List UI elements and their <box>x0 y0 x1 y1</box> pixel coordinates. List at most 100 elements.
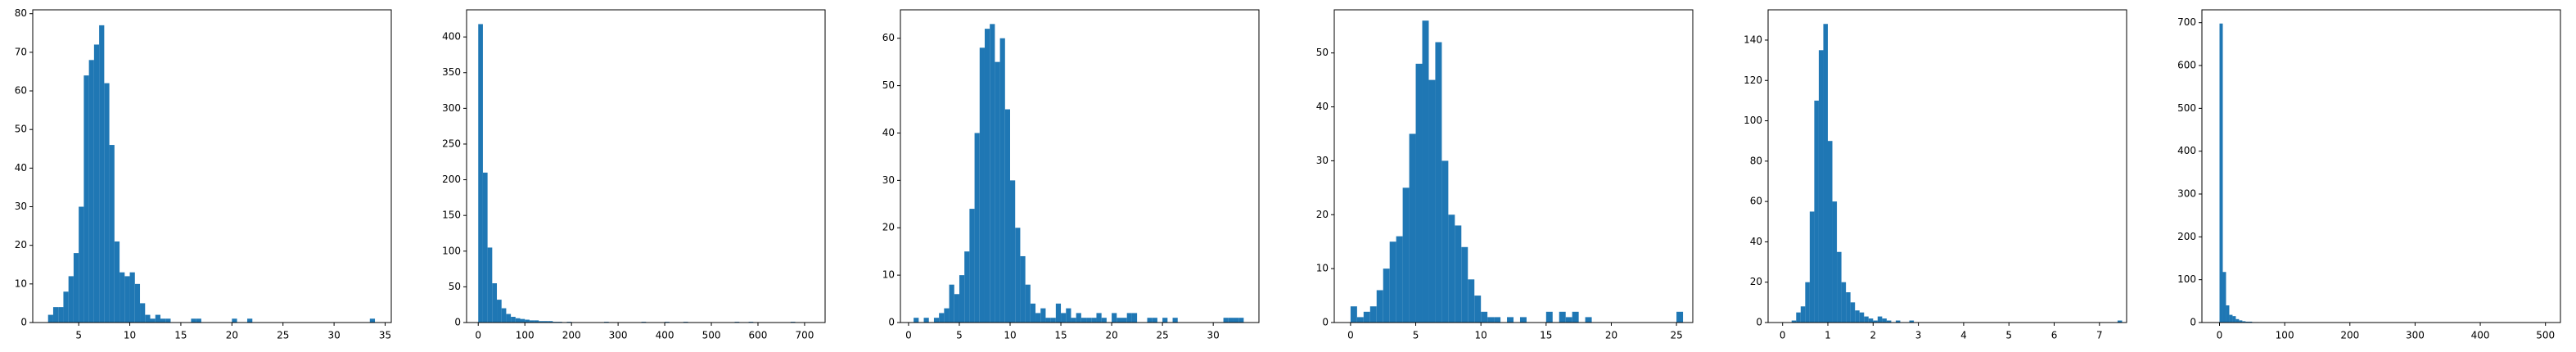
x-tick-label: 15 <box>1054 330 1067 341</box>
bar <box>534 320 539 323</box>
bar <box>501 308 507 323</box>
x-tick-label: 0 <box>905 330 912 341</box>
y-tick-label: 10 <box>1316 263 1329 274</box>
x-tick-label: 5 <box>2005 330 2012 341</box>
x-tick-label: 7 <box>2096 330 2103 341</box>
y-tick-label: 0 <box>888 317 895 328</box>
bar <box>68 276 74 323</box>
y-tick-label: 30 <box>15 201 27 212</box>
bar <box>1823 24 1828 323</box>
y-tick-label: 0 <box>1322 317 1329 328</box>
y-tick-label: 60 <box>1750 196 1762 207</box>
bar <box>2235 318 2240 323</box>
bar <box>1040 308 1046 323</box>
y-tick-label: 0 <box>20 317 27 328</box>
axes-frame <box>1333 9 1694 323</box>
axes-frame <box>2201 9 2561 323</box>
y-tick-label: 300 <box>2177 188 2196 200</box>
bar <box>1369 306 1377 323</box>
bar <box>1800 306 1806 323</box>
y-tick-label: 120 <box>1744 74 1762 86</box>
bar <box>1855 310 1860 323</box>
x-tick-label: 6 <box>2051 330 2058 341</box>
bar <box>1121 318 1127 323</box>
bar <box>2117 320 2123 323</box>
x-tick-label: 500 <box>702 330 721 341</box>
y-tick-label: 140 <box>1744 34 1762 45</box>
bar <box>1519 317 1527 323</box>
bar <box>959 275 965 323</box>
bar <box>1494 317 1501 323</box>
bar <box>1030 303 1036 323</box>
bar <box>539 321 544 323</box>
bar <box>2245 321 2249 323</box>
bar <box>1877 316 1883 323</box>
y-tick-label: 700 <box>2177 16 2196 28</box>
bar <box>1055 303 1062 323</box>
bar <box>525 319 530 323</box>
bar <box>990 24 995 323</box>
bar <box>73 253 79 323</box>
bar <box>1096 313 1102 323</box>
y-tick-label: 500 <box>2177 102 2196 114</box>
x-tick-label: 30 <box>1207 330 1220 341</box>
bar <box>1791 320 1797 323</box>
bar <box>2229 314 2233 323</box>
x-tick-label: 0 <box>475 330 481 341</box>
bar <box>515 318 521 323</box>
x-tick-label: 400 <box>656 330 674 341</box>
bar <box>1015 228 1021 323</box>
x-tick-label: 500 <box>2536 330 2555 341</box>
bar <box>79 206 84 323</box>
bar <box>2239 320 2243 323</box>
y-tick-label: 30 <box>882 174 895 186</box>
bar <box>969 209 975 323</box>
bar <box>1086 318 1092 323</box>
bar <box>933 318 940 323</box>
bar <box>1435 42 1442 323</box>
x-tick-label: 30 <box>327 330 340 341</box>
y-tick-label: 200 <box>442 174 461 185</box>
x-tick-label: 25 <box>1670 330 1682 341</box>
bar <box>914 318 919 323</box>
bar <box>155 314 160 323</box>
bar <box>1886 320 1892 323</box>
bar <box>232 318 237 323</box>
bar <box>1448 214 1455 323</box>
y-tick-label: 20 <box>882 222 895 233</box>
bar <box>1080 318 1087 323</box>
x-tick-label: 200 <box>2340 330 2359 341</box>
x-tick-label: 100 <box>2276 330 2294 341</box>
bar <box>2249 321 2253 323</box>
bar <box>1061 313 1067 323</box>
bar <box>1415 63 1423 323</box>
x-tick-label: 10 <box>124 330 136 341</box>
bar <box>999 38 1005 323</box>
bar <box>984 29 990 323</box>
bar <box>1066 308 1071 323</box>
x-tick-label: 20 <box>1105 330 1117 341</box>
bar <box>1487 317 1495 323</box>
bar <box>1402 187 1410 323</box>
bar <box>47 314 53 323</box>
x-tick-label: 0 <box>1780 330 1786 341</box>
bar <box>2222 272 2226 323</box>
bar <box>1409 133 1416 323</box>
x-tick-label: 35 <box>379 330 391 341</box>
x-tick-label: 4 <box>1960 330 1967 341</box>
bar <box>506 314 512 323</box>
bar <box>1809 211 1815 323</box>
y-tick-label: 20 <box>1750 276 1762 287</box>
bar <box>196 318 201 323</box>
bar <box>150 318 156 323</box>
bar <box>1091 318 1097 323</box>
bar <box>949 284 954 323</box>
bar <box>1376 290 1383 323</box>
bar <box>1868 318 1874 323</box>
bar <box>145 314 151 323</box>
bar <box>1864 316 1869 323</box>
bar <box>120 272 125 323</box>
bar <box>1828 141 1833 323</box>
bar <box>1846 292 1851 323</box>
bar <box>83 75 89 323</box>
